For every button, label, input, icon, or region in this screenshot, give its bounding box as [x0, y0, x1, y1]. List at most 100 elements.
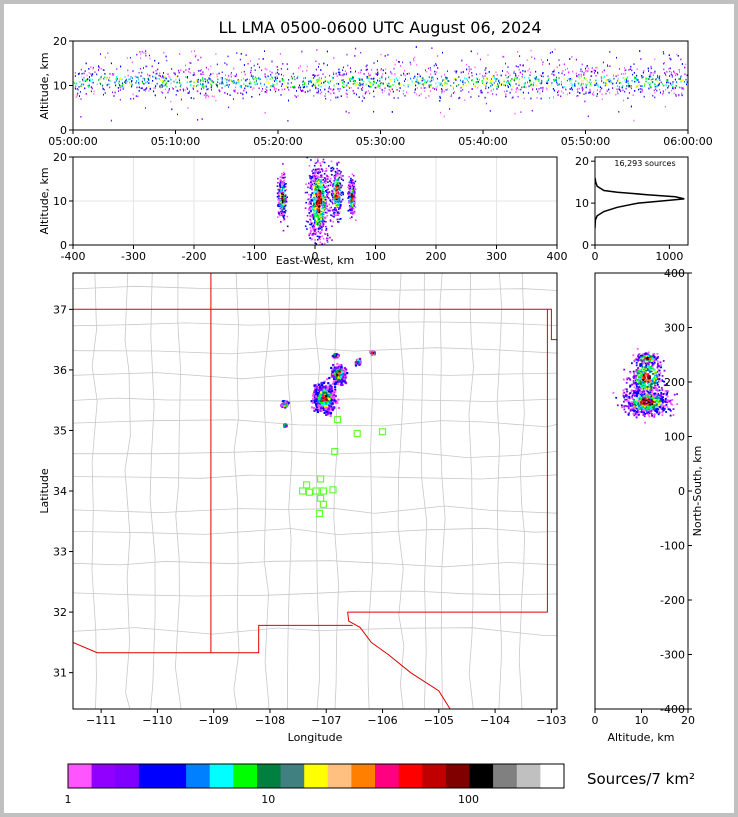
- time-source-point: [460, 71, 462, 74]
- time-source-point: [571, 76, 573, 79]
- ew-source-point: [314, 205, 317, 207]
- ew-source-point: [351, 203, 354, 205]
- time-source-point: [627, 97, 629, 99]
- time-source-point: [583, 77, 585, 79]
- time-source-point: [167, 91, 169, 94]
- time-source-point: [462, 83, 464, 86]
- time-source-point: [78, 72, 80, 75]
- time-source-point: [345, 73, 347, 76]
- time-source-point: [575, 72, 577, 75]
- ew-source-point: [285, 199, 287, 201]
- ew-source-point: [282, 212, 284, 214]
- time-source-point: [328, 87, 330, 90]
- time-source-point: [188, 90, 190, 93]
- ew-source-point: [313, 215, 316, 218]
- ew-source-point: [313, 231, 315, 234]
- time-source-point: [653, 83, 655, 85]
- ew-source-point: [329, 210, 331, 212]
- ew-source-point: [318, 208, 321, 210]
- ew-source-point: [338, 181, 340, 183]
- ew-source-point: [341, 198, 344, 201]
- time-source-point: [643, 70, 645, 72]
- time-source-point: [292, 72, 294, 75]
- time-x-tick-label: 05:30:00: [356, 135, 405, 148]
- ew-source-point: [276, 192, 279, 194]
- time-source-point: [202, 83, 204, 86]
- histogram-line: [595, 177, 685, 229]
- time-source-point: [377, 86, 379, 88]
- ew-source-point: [279, 184, 281, 187]
- time-source-point: [100, 76, 102, 79]
- time-source-point: [144, 78, 146, 80]
- time-source-point: [365, 69, 367, 71]
- time-source-point: [466, 63, 467, 66]
- time-source-point: [179, 85, 181, 88]
- time-source-point: [549, 97, 550, 99]
- time-source-point: [116, 76, 118, 78]
- ew-source-point: [324, 216, 327, 219]
- time-source-point: [640, 85, 642, 87]
- time-source-point: [146, 81, 148, 84]
- ew-source-point: [314, 207, 317, 209]
- time-source-point: [155, 85, 157, 87]
- time-source-point: [440, 82, 442, 85]
- ew-x-ticks: -400 -300 -200 -100 0 100 200 300 400: [61, 245, 568, 263]
- time-source-point: [625, 81, 627, 83]
- time-source-point: [230, 75, 232, 78]
- time-source-point: [363, 97, 365, 99]
- ew-source-point: [339, 184, 342, 186]
- time-source-point: [440, 111, 442, 114]
- time-source-point: [159, 85, 161, 87]
- time-source-point: [556, 83, 558, 85]
- time-source-point: [357, 87, 359, 89]
- time-source-point: [502, 70, 503, 72]
- time-source-point: [606, 84, 607, 86]
- time-source-point: [476, 78, 478, 80]
- ew-source-point: [321, 221, 324, 224]
- time-source-point: [479, 73, 481, 75]
- time-source-point: [594, 84, 596, 86]
- time-source-point: [626, 79, 627, 81]
- time-source-point: [339, 71, 341, 74]
- time-source-point: [77, 73, 79, 75]
- time-source-point: [581, 87, 583, 90]
- time-source-point: [352, 90, 354, 92]
- time-source-point: [524, 82, 526, 84]
- ew-source-point: [325, 178, 327, 181]
- time-source-point: [482, 74, 483, 77]
- time-source-point: [108, 79, 110, 81]
- time-source-point: [281, 88, 283, 91]
- time-source-point: [300, 86, 301, 89]
- ew-source-point: [316, 170, 318, 173]
- time-source-point: [382, 69, 384, 72]
- time-source-point: [131, 85, 133, 88]
- time-source-point: [148, 54, 150, 57]
- ew-source-point: [351, 216, 353, 218]
- ew-source-point: [314, 174, 317, 177]
- time-source-point: [445, 89, 447, 91]
- time-source-point: [205, 84, 207, 87]
- time-source-point: [281, 79, 283, 82]
- ew-source-point: [279, 179, 282, 181]
- ew-source-point: [321, 189, 324, 191]
- time-source-point: [205, 96, 207, 99]
- time-source-point: [536, 88, 538, 90]
- time-source-point: [441, 88, 443, 90]
- time-source-point: [158, 62, 160, 64]
- time-source-point: [180, 84, 182, 86]
- time-source-point: [373, 80, 375, 82]
- ew-source-point: [322, 237, 325, 240]
- time-source-point: [98, 69, 99, 71]
- time-source-point: [145, 90, 147, 92]
- time-source-point: [185, 69, 187, 71]
- ew-source-point: [331, 209, 334, 212]
- ew-source-point: [318, 176, 321, 179]
- ew-source-point: [318, 182, 321, 184]
- ew-source-point: [314, 176, 316, 178]
- time-source-point: [428, 76, 430, 78]
- time-source-point: [664, 72, 666, 74]
- time-source-point: [485, 87, 487, 90]
- ew-source-point: [324, 207, 326, 210]
- time-source-point: [342, 74, 344, 77]
- ew-source-point: [318, 189, 320, 192]
